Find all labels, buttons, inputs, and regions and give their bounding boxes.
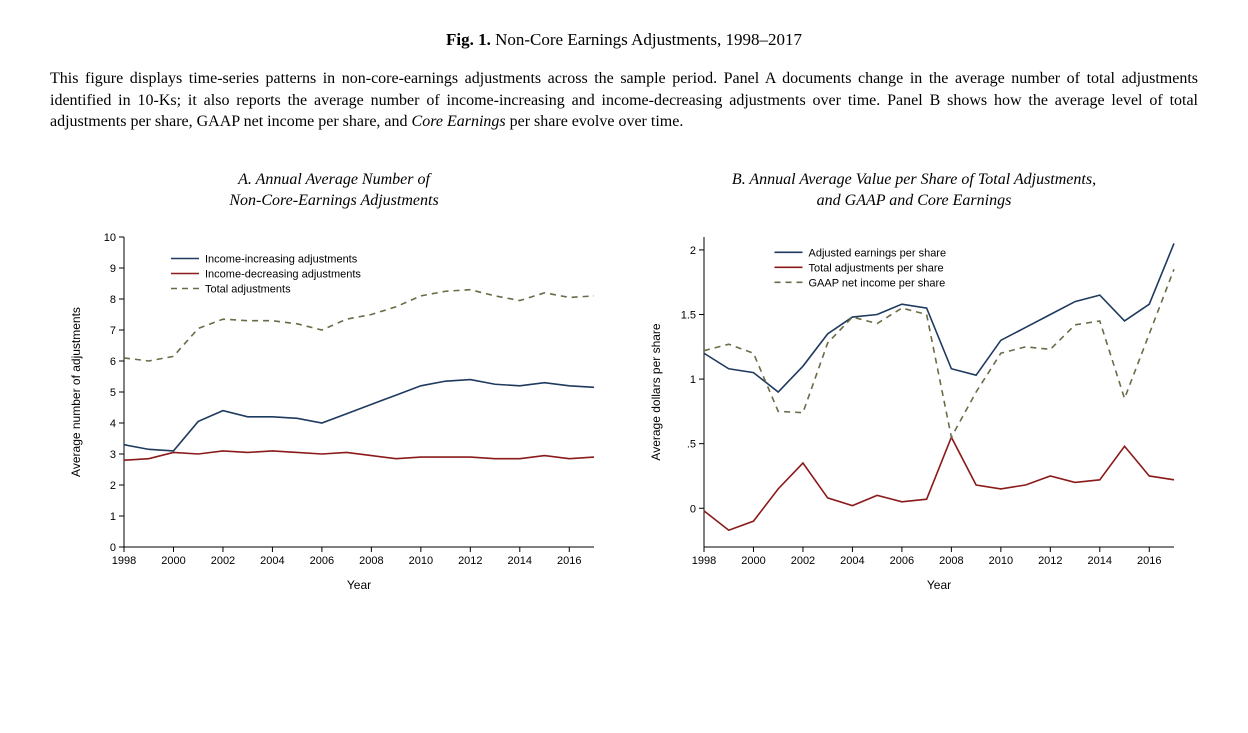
- svg-text:4: 4: [110, 418, 116, 430]
- svg-text:10: 10: [104, 232, 116, 244]
- svg-text:2000: 2000: [741, 555, 765, 567]
- svg-text:2010: 2010: [989, 555, 1013, 567]
- svg-text:8: 8: [110, 294, 116, 306]
- svg-text:2004: 2004: [260, 555, 284, 567]
- svg-text:Average dollars per share: Average dollars per share: [649, 323, 663, 461]
- svg-text:1998: 1998: [692, 555, 716, 567]
- svg-text:0: 0: [110, 542, 116, 554]
- panel-a-chart: 0 1 2 3 4 5 6 7 8 9 10 1998 2000 2002 2004 2006 2008 2010…: [64, 227, 604, 597]
- caption-part2: per share evolve over time.: [506, 113, 684, 130]
- svg-text:2016: 2016: [1137, 555, 1161, 567]
- svg-text:9: 9: [110, 263, 116, 275]
- svg-text:2000: 2000: [161, 555, 185, 567]
- figure-label: Fig. 1.: [446, 30, 491, 49]
- svg-text:0: 0: [690, 503, 696, 515]
- svg-text:Income-decreasing adjustments: Income-decreasing adjustments: [205, 268, 361, 280]
- svg-text:2004: 2004: [840, 555, 864, 567]
- svg-text:Year: Year: [347, 578, 371, 592]
- svg-text:2002: 2002: [211, 555, 235, 567]
- svg-text:1998: 1998: [112, 555, 136, 567]
- svg-text:GAAP net income per share: GAAP net income per share: [809, 277, 946, 289]
- figure-caption: This figure displays time-series pattern…: [50, 68, 1198, 133]
- svg-text:2: 2: [110, 480, 116, 492]
- svg-text:2006: 2006: [890, 555, 914, 567]
- svg-text:1.5: 1.5: [681, 309, 696, 321]
- panel-a: A. Annual Average Number of Non-Core-Ear…: [64, 169, 604, 597]
- svg-text:Income-increasing adjustments: Income-increasing adjustments: [205, 253, 358, 265]
- svg-text:7: 7: [110, 325, 116, 337]
- svg-text:2: 2: [690, 245, 696, 257]
- panel-b-title: B. Annual Average Value per Share of Tot…: [644, 169, 1184, 213]
- svg-text:2008: 2008: [939, 555, 963, 567]
- panel-b: B. Annual Average Value per Share of Tot…: [644, 169, 1184, 597]
- svg-text:2012: 2012: [458, 555, 482, 567]
- svg-text:3: 3: [110, 449, 116, 461]
- svg-text:5: 5: [110, 387, 116, 399]
- svg-text:2010: 2010: [409, 555, 433, 567]
- svg-text:2014: 2014: [508, 555, 532, 567]
- figure-title: Fig. 1. Non-Core Earnings Adjustments, 1…: [50, 30, 1198, 50]
- svg-text:Average number of adjustments: Average number of adjustments: [69, 307, 83, 477]
- svg-text:Year: Year: [927, 578, 951, 592]
- svg-text:2014: 2014: [1088, 555, 1112, 567]
- svg-text:1: 1: [690, 374, 696, 386]
- caption-italic: Core Earnings: [412, 113, 506, 130]
- panel-a-title: A. Annual Average Number of Non-Core-Ear…: [64, 169, 604, 213]
- svg-text:2002: 2002: [791, 555, 815, 567]
- svg-text:Total adjustments: Total adjustments: [205, 283, 291, 295]
- svg-text:1: 1: [110, 511, 116, 523]
- figure-title-text: Non-Core Earnings Adjustments, 1998–2017: [495, 30, 802, 49]
- svg-text:2016: 2016: [557, 555, 581, 567]
- svg-text:2012: 2012: [1038, 555, 1062, 567]
- svg-text:6: 6: [110, 356, 116, 368]
- panels-container: A. Annual Average Number of Non-Core-Ear…: [50, 169, 1198, 597]
- svg-text:Adjusted earnings per share: Adjusted earnings per share: [809, 247, 947, 259]
- svg-text:Total adjustments per share: Total adjustments per share: [809, 262, 944, 274]
- svg-text:.5: .5: [687, 438, 696, 450]
- svg-text:2006: 2006: [310, 555, 334, 567]
- panel-b-chart: 0 .5 1 1.5 2 1998 2000 2002 2004 2006 2008 2010 2012…: [644, 227, 1184, 597]
- svg-text:2008: 2008: [359, 555, 383, 567]
